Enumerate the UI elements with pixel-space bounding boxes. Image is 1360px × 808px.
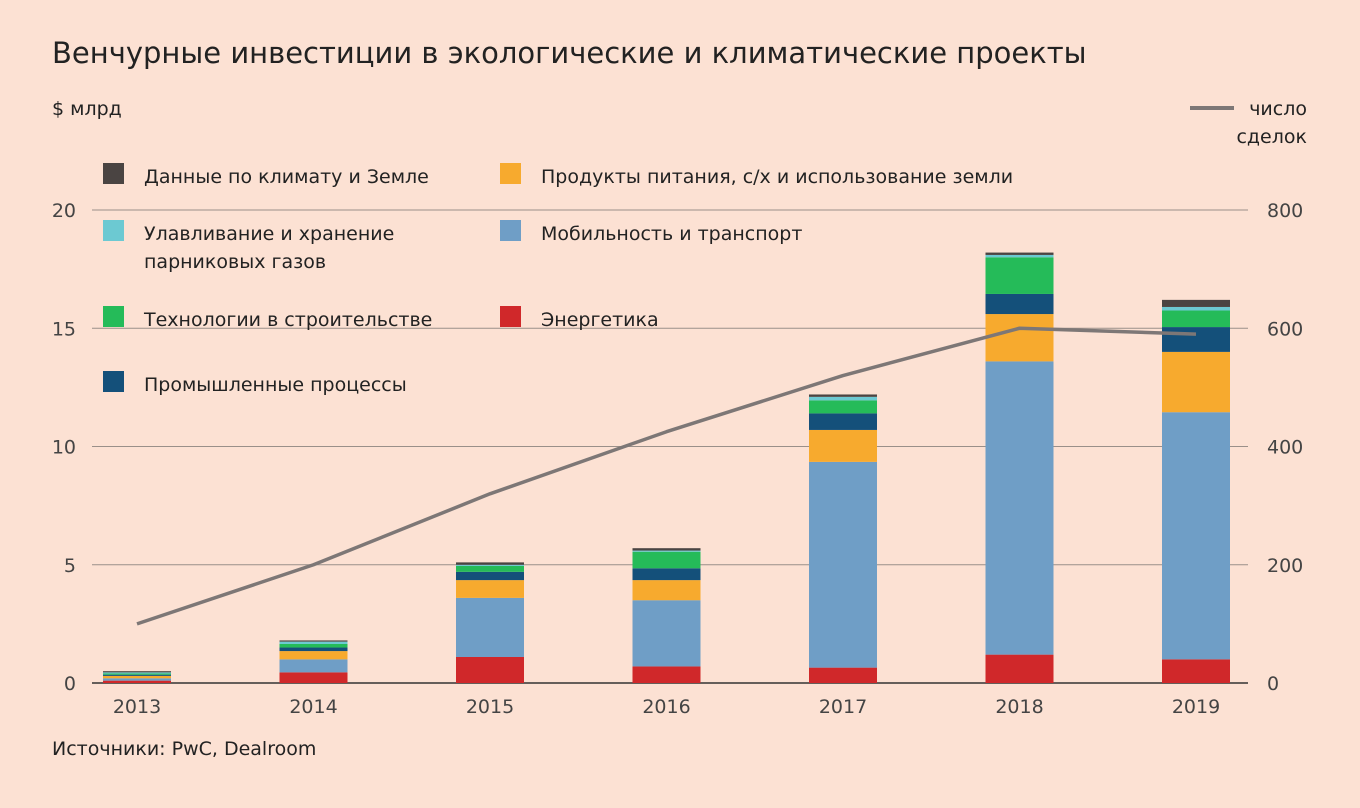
left-axis-unit: $ млрд [52,98,122,120]
bar-segment [456,571,524,581]
bar-segment [809,394,877,397]
x-tick-label: 2017 [819,696,867,718]
right-axis-unit-line-2: сделок [1236,126,1307,148]
bar-segment [809,667,877,683]
bar-segment [103,678,171,681]
bar-segment [279,672,348,683]
bar-segment [1162,306,1230,311]
y2-tick-label: 400 [1267,437,1303,459]
legend-label: Данные по климату и Земле [144,166,429,188]
y2-tick-label: 800 [1267,200,1303,222]
bar-segment [279,641,348,644]
y-tick-label: 15 [52,318,76,340]
legend: Данные по климату и Земле Улавливание и х… [103,163,1013,396]
y2-tick-label: 0 [1267,673,1279,695]
chart-title: Венчурные инвестиции в экологические и к… [52,36,1087,70]
deals-line [136,326,1197,626]
x-tick-label: 2016 [642,696,690,718]
bar-segment [985,654,1054,683]
bar-segment [985,257,1054,294]
bar-segment [456,597,524,657]
bar-segment [103,680,171,683]
bar-segment [456,580,524,598]
y2-tick-label: 600 [1267,318,1303,340]
legend-label: Продукты питания, с/х и использование зе… [541,166,1013,188]
x-tick-label: 2015 [466,696,514,718]
right-axis-unit-line-1: число [1249,98,1307,120]
bar-segment [279,640,348,642]
y-tick-label: 0 [64,673,76,695]
bar-segment [809,461,877,668]
bar-segment [1162,412,1230,660]
bar-segment [279,647,348,652]
bar-segment [103,671,171,673]
bar-segment [809,429,877,462]
x-tick-label: 2019 [1172,696,1220,718]
bar-segment [103,672,171,674]
bar-segment [279,643,348,648]
bar-segment [103,675,171,679]
y-tick-label: 10 [52,437,76,459]
bar-segment [456,565,524,572]
y2-tick-label: 200 [1267,555,1303,577]
x-tick-label: 2013 [113,696,161,718]
bar-segment [985,293,1054,315]
bar-segment [809,413,877,430]
legend-swatch [103,306,124,327]
x-tick-label: 2018 [995,696,1043,718]
bar-segment [456,656,524,683]
bars [103,252,1230,683]
bar-segment [103,674,171,676]
bar-segment [809,400,877,414]
bar-segment [1162,310,1230,328]
legend-label: Мобильность и транспорт [541,223,802,245]
legend-swatch [500,220,521,241]
bar-segment [1162,299,1230,307]
legend-label: Промышленные процессы [144,374,407,396]
legend-label: Технологии в строительстве [143,309,432,331]
bar-segment [985,361,1054,655]
bar-segment [456,564,524,566]
bar-segment [632,666,701,683]
bar-segment [1162,327,1230,352]
bar-segment [632,548,701,551]
bar-segment [632,551,701,569]
legend-swatch [103,220,124,241]
bar-segment [985,314,1054,362]
bar-segment [809,396,877,401]
bar-segment [632,600,701,667]
x-tick-label: 2014 [289,696,337,718]
bar-segment [1162,659,1230,683]
source-note: Источники: PwC, Dealroom [52,738,316,760]
legend-label: Энергетика [541,309,659,331]
bar-segment [632,568,701,581]
bar-segment [985,252,1054,255]
legend-label: парниковых газов [144,251,326,273]
legend-swatch [103,163,124,184]
legend-swatch [500,163,521,184]
legend-label: Улавливание и хранение [144,223,394,245]
legend-swatch [500,306,521,327]
y-tick-label: 5 [64,555,76,577]
bar-segment [279,651,348,660]
bar-segment [456,562,524,565]
bar-segment [1162,351,1230,413]
bar-segment [632,550,701,552]
legend-swatch [103,371,124,392]
deals-line-layer [136,326,1197,626]
bar-segment [279,659,348,673]
bar-segment [632,580,701,601]
y-tick-label: 20 [52,200,76,222]
bar-segment [985,254,1054,258]
bar-segment [103,673,171,675]
